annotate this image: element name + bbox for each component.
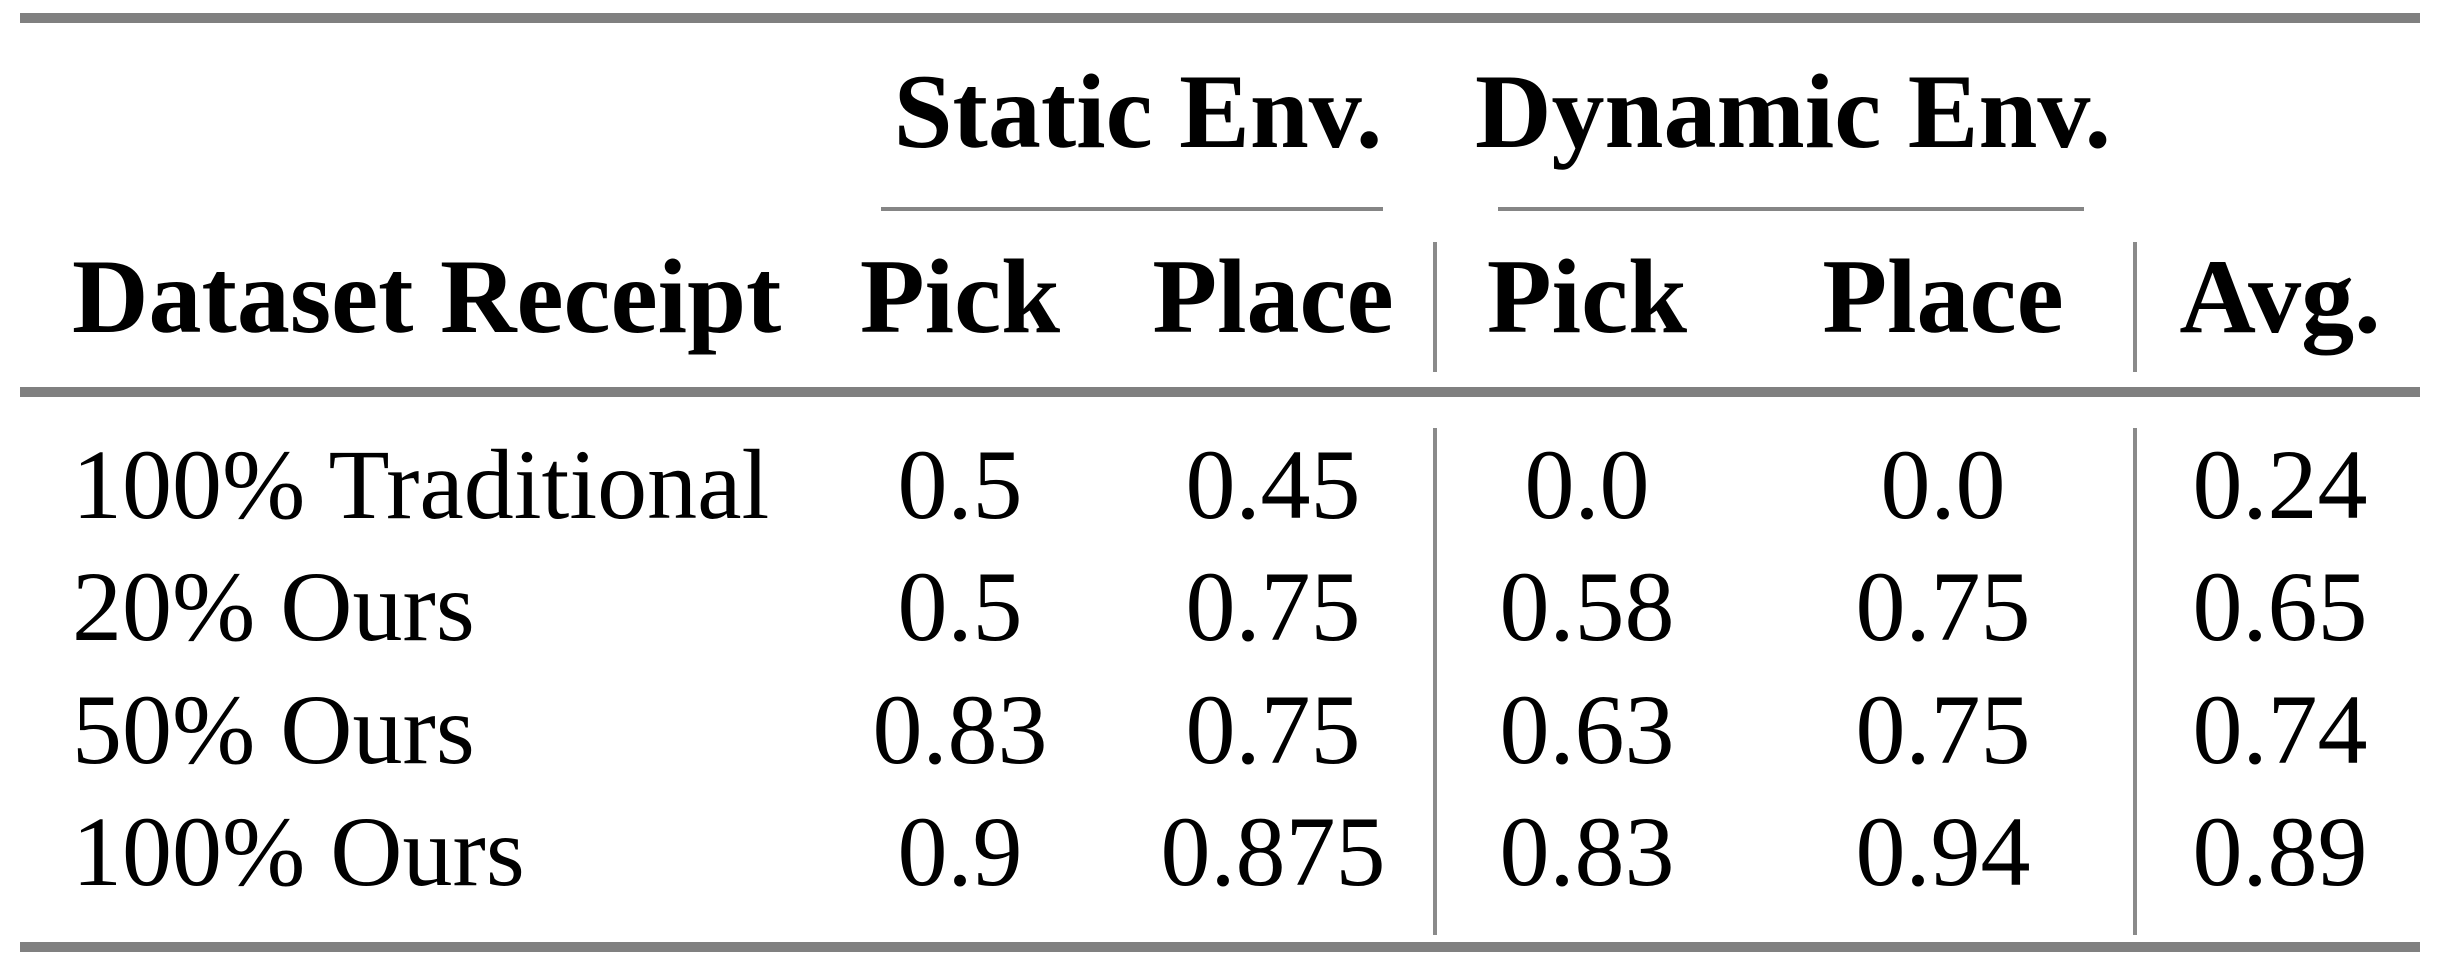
cell-static-pick: 0.5 [897, 551, 1023, 662]
cell-dynamic-place: 0.75 [1855, 551, 2031, 662]
column-header-dynamic-place: Place [1822, 238, 2064, 355]
row-label: 50% Ours [72, 674, 475, 785]
vline-avg-body [2133, 428, 2137, 935]
vline-static-dynamic-body [1433, 428, 1437, 935]
cell-avg: 0.24 [2192, 429, 2368, 540]
row-label: 100% Ours [72, 796, 525, 907]
cell-dynamic-pick: 0.58 [1499, 551, 1675, 662]
cell-avg: 0.74 [2192, 674, 2368, 785]
row-label: 100% Traditional [72, 429, 770, 540]
bottom-rule [20, 942, 2420, 952]
cell-avg: 0.65 [2192, 551, 2368, 662]
column-header-static-pick: Pick [859, 238, 1061, 355]
cell-static-place: 0.75 [1185, 551, 1361, 662]
header-midrule [20, 387, 2420, 397]
cell-static-place: 0.75 [1185, 674, 1361, 785]
cell-static-pick: 0.5 [897, 429, 1023, 540]
group-header-static-env: Static Env. [893, 53, 1383, 170]
cell-static-pick: 0.9 [897, 796, 1023, 907]
column-header-avg: Avg. [2179, 238, 2381, 355]
column-header-dynamic-pick: Pick [1486, 238, 1688, 355]
cmidrule-static-env [881, 207, 1383, 211]
vline-avg-header [2133, 242, 2137, 372]
cell-dynamic-pick: 0.0 [1524, 429, 1650, 540]
cell-static-place: 0.45 [1185, 429, 1361, 540]
cmidrule-dynamic-env [1498, 207, 2084, 211]
cell-dynamic-place: 0.75 [1855, 674, 2031, 785]
top-rule [20, 13, 2420, 23]
vline-static-dynamic-header [1433, 242, 1437, 372]
column-header-dataset-receipt: Dataset Receipt [72, 238, 782, 355]
column-header-static-place: Place [1152, 238, 1394, 355]
cell-dynamic-place: 0.0 [1880, 429, 2006, 540]
cell-static-place: 0.875 [1160, 796, 1386, 907]
cell-static-pick: 0.83 [872, 674, 1048, 785]
group-header-dynamic-env: Dynamic Env. [1474, 53, 2112, 170]
cell-dynamic-pick: 0.63 [1499, 674, 1675, 785]
cell-dynamic-place: 0.94 [1855, 796, 2031, 907]
cell-avg: 0.89 [2192, 796, 2368, 907]
row-label: 20% Ours [72, 551, 475, 662]
cell-dynamic-pick: 0.83 [1499, 796, 1675, 907]
